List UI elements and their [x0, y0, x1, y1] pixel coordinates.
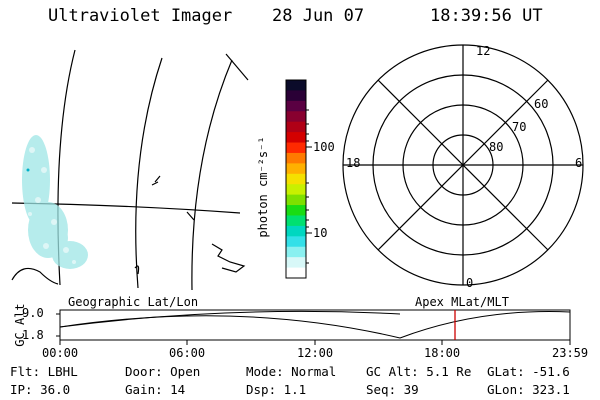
- colorbar: [286, 80, 306, 279]
- colorbar-swatch: [286, 257, 306, 269]
- mlt-label-12: 12: [476, 44, 491, 58]
- island-outline: [211, 243, 246, 273]
- lat-label-60: 60: [534, 97, 549, 111]
- timeline-y-tick: 9.0: [22, 306, 44, 320]
- colorbar-swatch: [286, 80, 306, 92]
- colorbar-swatch: [286, 152, 306, 164]
- mode-readout: Mode: Normal: [246, 364, 337, 379]
- mlt-label-0: 0: [466, 276, 474, 290]
- observation-date: 28 Jun 07: [272, 6, 365, 26]
- colorbar-unit-label: photon cm⁻²s⁻¹: [256, 136, 270, 238]
- colorbar-swatch: [286, 184, 306, 196]
- timeline-y-tick: 1.8: [22, 328, 44, 342]
- colorbar-swatch: [286, 236, 306, 248]
- colorbar-swatch: [286, 121, 306, 133]
- meridian-line: [135, 57, 163, 289]
- timeline-x-tick: 06:00: [169, 346, 206, 360]
- polar-plot: [342, 44, 584, 286]
- mlt-label-18: 18: [346, 156, 361, 170]
- gc-alt-readout: GC Alt: 5.1 Re: [366, 364, 472, 379]
- colorbar-swatch: [286, 225, 306, 237]
- timeline-x-tick: 12:00: [297, 346, 334, 360]
- altitude-timeline: [56, 309, 571, 345]
- colorbar-swatch: [286, 90, 306, 102]
- colorbar-tick-label: 10: [313, 226, 328, 240]
- coastline: [11, 267, 59, 285]
- island-outline: [151, 175, 161, 186]
- colorbar-swatch: [286, 142, 306, 154]
- colorbar-swatch: [286, 215, 306, 227]
- colorbar-swatch: [286, 173, 306, 185]
- aurora-emission: [22, 135, 88, 269]
- island-outline: [186, 211, 195, 221]
- seq-readout: Seq: 39: [366, 382, 419, 397]
- filter-readout: Flt: LBHL: [10, 364, 78, 379]
- door-readout: Door: Open: [125, 364, 201, 379]
- colorbar-swatch: [286, 205, 306, 217]
- ip-readout: IP: 36.0: [10, 382, 71, 397]
- lat-label-80: 80: [489, 140, 504, 154]
- colorbar-swatch: [286, 163, 306, 175]
- island-outline: [134, 265, 140, 275]
- timeline-x-tick: 23:59: [552, 346, 589, 360]
- timeline-right-title: Apex MLat/MLT: [415, 295, 509, 309]
- instrument-title: Ultraviolet Imager: [48, 6, 233, 26]
- colorbar-swatch: [286, 267, 306, 279]
- observation-time: 18:39:56 UT: [430, 6, 543, 26]
- gain-readout: Gain: 14: [125, 382, 186, 397]
- timeline-x-tick: 00:00: [42, 346, 79, 360]
- lat-label-70: 70: [512, 120, 527, 134]
- timeline-left-title: Geographic Lat/Lon: [68, 295, 199, 309]
- colorbar-tick-label: 100: [313, 140, 335, 154]
- colorbar-swatch: [286, 246, 306, 258]
- glon-readout: GLon: 323.1: [487, 382, 570, 397]
- colorbar-swatch: [286, 100, 306, 112]
- colorbar-swatch: [286, 132, 306, 144]
- timeline-x-tick: 18:00: [424, 346, 461, 360]
- colorbar-swatch: [286, 111, 306, 123]
- mlt-label-6: 6: [575, 156, 583, 170]
- meridian-line: [225, 53, 249, 81]
- meridian-line: [191, 59, 233, 291]
- dsp-readout: Dsp: 1.1: [246, 382, 307, 397]
- colorbar-swatch: [286, 194, 306, 206]
- glat-readout: GLat: -51.6: [487, 364, 570, 379]
